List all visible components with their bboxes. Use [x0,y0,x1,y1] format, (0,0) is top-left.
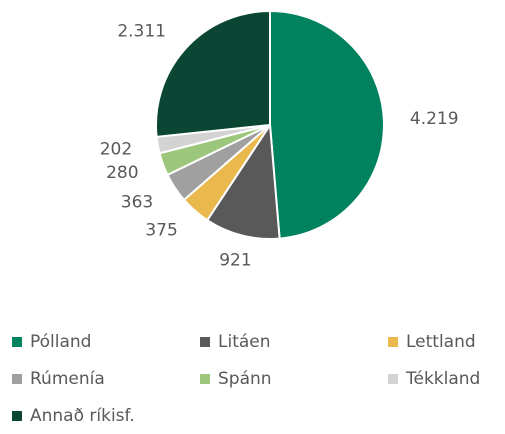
data-label: 280 [106,163,138,183]
legend-swatch [200,374,210,384]
data-label: 375 [145,220,177,240]
legend-label: Rúmenía [30,369,105,389]
legend-label: Annað ríkisf. [30,406,135,426]
pie-slice [269,9,385,240]
data-label: 2.311 [117,21,166,41]
legend-swatch [388,337,398,347]
legend-label: Spánn [218,369,272,389]
legend-label: Tékkland [405,369,480,389]
pie-slice [205,122,281,240]
legend-swatch [388,374,398,384]
legend-label: Pólland [30,332,91,352]
legend-swatch [12,374,22,384]
data-label: 921 [219,251,251,271]
legend-label: Litáen [218,332,271,352]
legend-swatch [12,337,22,347]
data-label: 363 [121,192,153,212]
legend-label: Lettland [406,332,476,352]
legend-swatch [200,337,210,347]
data-label: 202 [100,140,132,160]
data-label: 4.219 [410,109,459,129]
legend-swatch [12,411,22,421]
pie-slice [155,9,271,138]
